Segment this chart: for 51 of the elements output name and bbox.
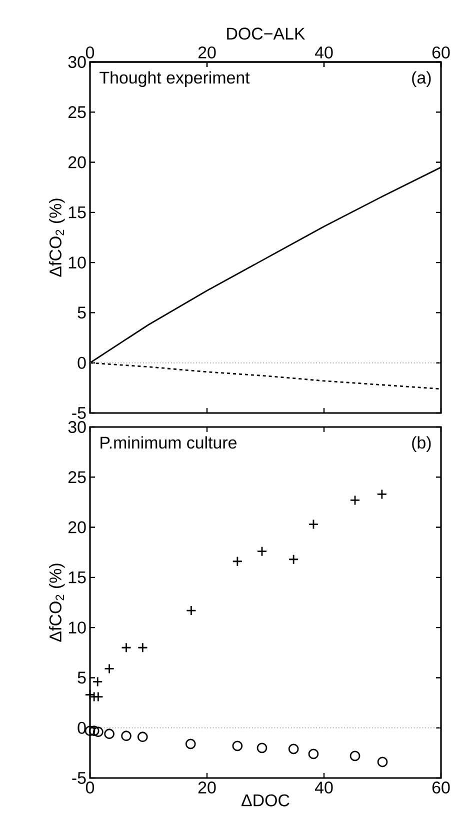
x-tick-label: 0 — [86, 782, 94, 794]
y-tick-label: 5 — [78, 306, 86, 319]
point — [350, 750, 360, 762]
y-axis-title: ΔfCO$_{2}$ (%) — [49, 198, 65, 277]
y-tick-label: 15 — [68, 206, 86, 218]
annotation: (b) — [412, 436, 431, 452]
y-tick-label: 0 — [78, 722, 86, 734]
y-tick-label: 25 — [68, 106, 86, 118]
y-tick-label: 10 — [68, 256, 86, 269]
point — [185, 738, 196, 750]
y-tick-label: 0 — [78, 356, 86, 369]
point — [288, 744, 299, 754]
point — [137, 642, 148, 653]
point — [121, 730, 132, 742]
x2-axis-title: DOC−ALK — [227, 28, 306, 40]
y-tick-label: 30 — [68, 56, 86, 68]
point — [121, 642, 132, 653]
annotation: Thought experiment — [100, 71, 250, 88]
point — [256, 742, 268, 754]
y-tick-label: 20 — [68, 521, 86, 534]
y-tick-label: 15 — [68, 572, 86, 584]
point — [92, 726, 104, 738]
point — [137, 732, 148, 742]
point — [92, 676, 103, 687]
point — [232, 556, 243, 567]
x2-tick-label: 40 — [314, 46, 333, 58]
x-tick-label: 60 — [432, 782, 450, 794]
x2-tick-label: 20 — [198, 46, 216, 58]
x2-tick-label: 0 — [86, 46, 94, 58]
y-tick-label: 30 — [68, 421, 86, 433]
point — [288, 554, 299, 565]
annotation: P.minimum culture — [100, 436, 236, 449]
y-tick-label: -5 — [72, 772, 86, 784]
x-axis-title: ΔDOC — [242, 794, 290, 806]
point — [88, 726, 100, 736]
x-tick-label: 20 — [198, 782, 216, 794]
y-axis-title: ΔfCO$_{2}$ (%) — [49, 564, 65, 642]
y-tick-label: 10 — [68, 622, 86, 634]
point — [376, 488, 388, 500]
point — [232, 740, 243, 752]
y-tick-label: 25 — [68, 471, 86, 484]
x2-tick-label: 60 — [432, 46, 450, 58]
point — [308, 519, 319, 530]
annotation: (a) — [412, 71, 431, 87]
y-tick-label: -5 — [72, 407, 86, 419]
y-tick-label: 5 — [78, 672, 86, 684]
y-tick-label: 20 — [68, 156, 86, 168]
point — [377, 756, 388, 768]
x-tick-label: 40 — [314, 782, 333, 794]
point — [308, 748, 319, 760]
point — [104, 728, 115, 740]
